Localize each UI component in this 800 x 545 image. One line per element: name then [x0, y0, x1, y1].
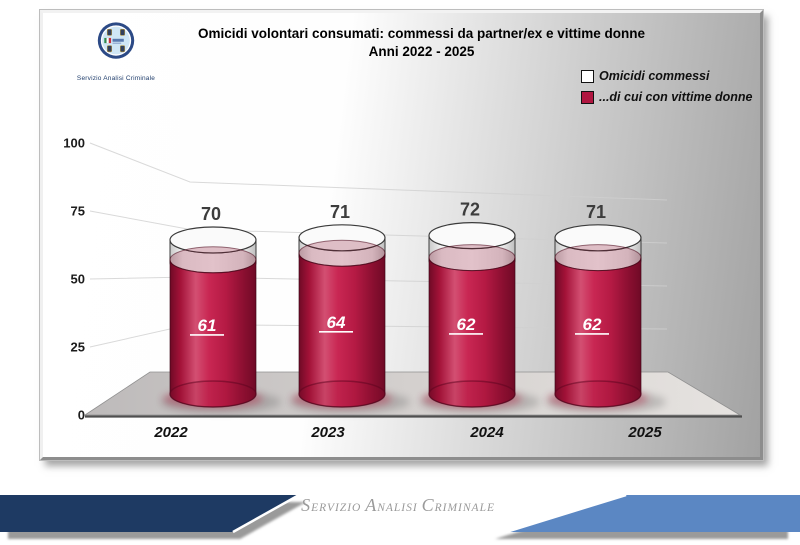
bar-red-rim: [554, 244, 642, 272]
legend-swatch-red-icon: [581, 90, 594, 104]
bar-bottom-rim: [428, 380, 516, 408]
bar-value-label: 62: [457, 315, 476, 334]
footer-banner: [0, 493, 800, 539]
y-axis-label-100: 100: [63, 136, 85, 151]
chart-title-line2: Anni 2022 - 2025: [368, 43, 475, 59]
legend-swatch-white-icon: [581, 69, 594, 83]
x-axis-label-2025: 2025: [627, 424, 662, 441]
footer-banner-text: SERVIZIO ANALISI CRIMINALE: [301, 495, 499, 515]
bar-red-rim: [169, 246, 257, 274]
x-axis-label-2022: 2022: [153, 424, 188, 441]
bar-top-ellipse: [554, 224, 642, 252]
chart-plot-area: 70 61 71 64 72 62 71 62 0 25 50 75 100 2022 2023 2024 20…: [63, 136, 742, 441]
y-axis-label-50: 50: [71, 272, 85, 287]
legend-label-total: Omicidi commessi: [599, 69, 710, 83]
bar-bottom-rim: [169, 380, 257, 408]
bar-value-label: 62: [583, 315, 602, 334]
chart-title: Omicidi volontari consumati: commessi da…: [143, 25, 700, 60]
bar-top-ellipse: [298, 224, 386, 252]
banner-right-edge-highlight: [505, 493, 627, 534]
bar-red-rim: [428, 244, 516, 272]
bar-value-label: 64: [327, 313, 346, 332]
bar-total-label: 72: [460, 200, 480, 220]
legend-label-women: ...di cui con vittime donne: [599, 90, 753, 104]
bar-bottom-rim: [298, 380, 386, 408]
y-axis-label-0: 0: [78, 408, 85, 423]
bar-top-ellipse: [428, 222, 516, 250]
bar-total-label: 71: [586, 202, 606, 222]
banner-left-edge-highlight: [232, 493, 300, 534]
bar-cylinder-2023: 71 64: [298, 202, 386, 408]
y-axis-label-75: 75: [71, 204, 85, 219]
legend-item-women: ...di cui con vittime donne: [581, 90, 753, 104]
chart-card: 70 61 71 64 72 62 71 62 0 25 50 75 100 2022 2023 2024 20…: [39, 9, 764, 461]
x-axis-label-2023: 2023: [310, 424, 345, 441]
police-emblem-icon: [97, 22, 135, 59]
chart-legend: Omicidi commessi ...di cui con vittime d…: [581, 69, 753, 111]
logo: Servizio Analisi Criminale: [61, 19, 171, 82]
bar-total-label: 71: [330, 202, 350, 222]
bar-cylinder-2022: 70 61: [169, 204, 257, 408]
bar-value-label: 61: [198, 316, 217, 335]
banner-left-stripe: [0, 495, 298, 532]
y-axis-label-25: 25: [71, 340, 85, 355]
banner-right-stripe: [507, 495, 800, 532]
bar-top-ellipse: [169, 226, 257, 254]
chart-title-line1: Omicidi volontari consumati: commessi da…: [197, 26, 646, 41]
x-axis-label-2024: 2024: [469, 424, 504, 441]
bar-red-rim: [298, 239, 386, 267]
bar-total-label: 70: [201, 204, 221, 224]
bar-cylinder-2024: 72 62: [428, 200, 516, 408]
bar-cylinder-2025: 71 62: [554, 202, 642, 408]
legend-item-total: Omicidi commessi: [581, 69, 753, 83]
logo-caption: Servizio Analisi Criminale: [76, 75, 156, 82]
gridline-100: [89, 142, 668, 201]
bar-bottom-rim: [554, 380, 642, 408]
